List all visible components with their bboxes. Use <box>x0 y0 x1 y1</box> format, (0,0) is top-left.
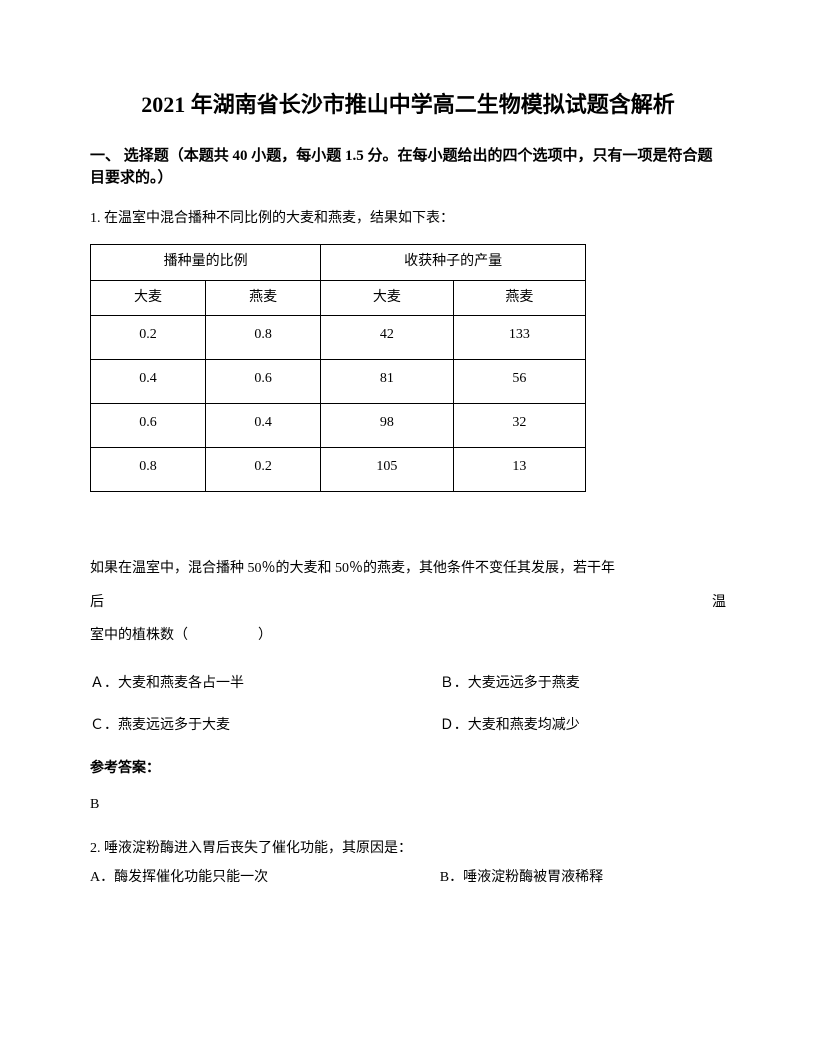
table-header-row: 播种量的比例 收获种子的产量 <box>91 245 586 280</box>
table-subheader-cell: 大麦 <box>91 280 206 315</box>
q1-table: 播种量的比例 收获种子的产量 大麦 燕麦 大麦 燕麦 0.2 0.8 42 13… <box>90 244 586 492</box>
table-cell: 0.8 <box>91 447 206 491</box>
q1-post-line3: 室中的植株数（ ） <box>90 619 726 653</box>
q2-options-row: A．酶发挥催化功能只能一次 B．唾液淀粉酶被胃液稀释 <box>90 867 726 889</box>
q1-stem: 1. 在温室中混合播种不同比例的大麦和燕麦，结果如下表： <box>90 208 726 230</box>
table-cell: 98 <box>321 403 453 447</box>
table-cell: 105 <box>321 447 453 491</box>
q1-option-a: Ａ．大麦和燕麦各占一半 <box>90 673 440 695</box>
q2-option-b: B．唾液淀粉酶被胃液稀释 <box>440 867 726 889</box>
table-cell: 0.6 <box>206 359 321 403</box>
table-subheader-cell: 燕麦 <box>206 280 321 315</box>
table-cell: 0.4 <box>206 403 321 447</box>
page-title: 2021 年湖南省长沙市推山中学高二生物模拟试题含解析 <box>90 90 726 121</box>
q2-stem: 2. 唾液淀粉酶进入胃后丧失了催化功能，其原因是： <box>90 838 726 860</box>
table-subheader-cell: 燕麦 <box>453 280 585 315</box>
q1-post-line2: 后 温 <box>90 586 726 620</box>
table-cell: 0.4 <box>91 359 206 403</box>
q1-option-d: Ｄ．大麦和燕麦均减少 <box>440 715 726 737</box>
table-cell: 81 <box>321 359 453 403</box>
q1-post-line3-text: 室中的植株数（ ） <box>90 628 272 643</box>
table-row: 0.4 0.6 81 56 <box>91 359 586 403</box>
table-row: 0.8 0.2 105 13 <box>91 447 586 491</box>
table-cell: 0.6 <box>91 403 206 447</box>
table-cell: 32 <box>453 403 585 447</box>
answer-label: 参考答案： <box>90 758 726 780</box>
table-cell: 133 <box>453 315 585 359</box>
table-cell: 0.2 <box>206 447 321 491</box>
table-header-1: 播种量的比例 <box>91 245 321 280</box>
q1-option-b: Ｂ．大麦远远多于燕麦 <box>440 673 726 695</box>
table-subheader-row: 大麦 燕麦 大麦 燕麦 <box>91 280 586 315</box>
table-row: 0.6 0.4 98 32 <box>91 403 586 447</box>
q1-option-c: Ｃ．燕麦远远多于大麦 <box>90 715 440 737</box>
table-cell: 0.2 <box>91 315 206 359</box>
table-cell: 13 <box>453 447 585 491</box>
table-cell: 0.8 <box>206 315 321 359</box>
table-cell: 42 <box>321 315 453 359</box>
table-row: 0.2 0.8 42 133 <box>91 315 586 359</box>
q1-post-text: 如果在温室中，混合播种 50％的大麦和 50％的燕麦，其他条件不变任其发展，若干… <box>90 552 726 653</box>
q1-answer: B <box>90 794 726 816</box>
table-subheader-cell: 大麦 <box>321 280 453 315</box>
q1-post-line1: 如果在温室中，混合播种 50％的大麦和 50％的燕麦，其他条件不变任其发展，若干… <box>90 552 726 586</box>
q1-options-row1: Ａ．大麦和燕麦各占一半 Ｂ．大麦远远多于燕麦 <box>90 673 726 695</box>
table-cell: 56 <box>453 359 585 403</box>
q1-post-line2-left: 后 <box>90 586 104 620</box>
q1-post-line2-right: 温 <box>712 586 726 620</box>
q1-options-row2: Ｃ．燕麦远远多于大麦 Ｄ．大麦和燕麦均减少 <box>90 715 726 737</box>
q2-option-a: A．酶发挥催化功能只能一次 <box>90 867 440 889</box>
section-header: 一、 选择题（本题共 40 小题，每小题 1.5 分。在每小题给出的四个选项中，… <box>90 145 726 190</box>
table-header-2: 收获种子的产量 <box>321 245 586 280</box>
